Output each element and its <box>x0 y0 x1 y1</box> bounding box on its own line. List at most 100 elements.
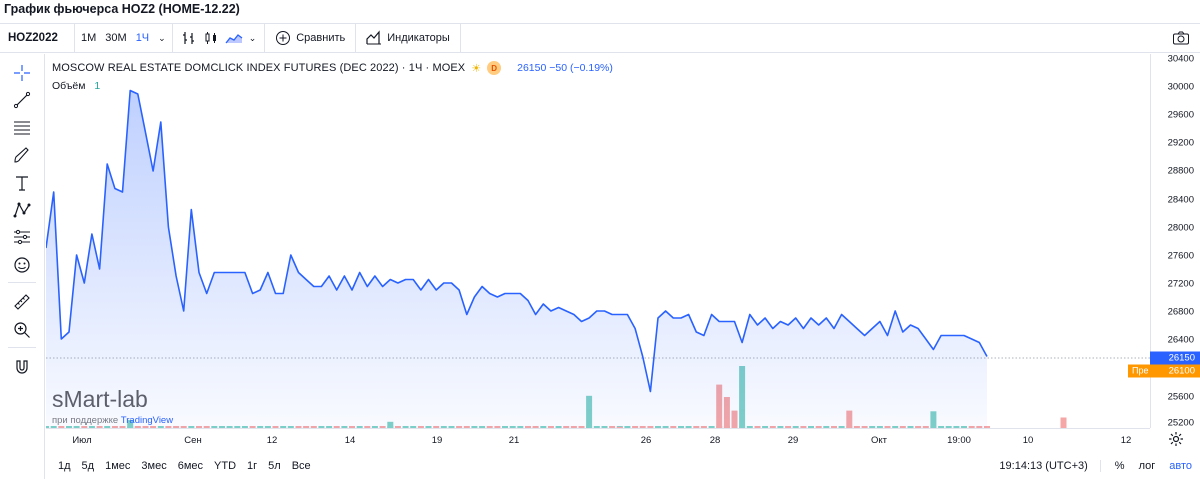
ruler-tool[interactable] <box>11 291 33 313</box>
price-tick: 26800 <box>1167 306 1194 318</box>
top-toolbar: HOZ2022 1M 30M 1Ч ⌄ ⌄ Сравнить Индикатор… <box>0 23 1200 53</box>
time-axis[interactable]: Июл Сен 12 14 19 21 26 28 29 Окт 19:00 1… <box>46 428 1150 450</box>
volume-label: Объём <box>52 80 86 92</box>
interval-1m-button[interactable]: 1M <box>81 32 97 44</box>
legend-price-text: 26150 −50 (−0.19%) <box>517 62 613 74</box>
delayed-badge[interactable]: D <box>487 61 502 75</box>
magnet-tool[interactable] <box>11 356 33 378</box>
interval-dropdown-icon[interactable]: ⌄ <box>158 32 166 43</box>
interval-group: 1M 30M 1Ч ⌄ <box>75 24 173 52</box>
range-1m-button[interactable]: 1мес <box>105 459 131 472</box>
range-6m-button[interactable]: 6мес <box>177 459 204 472</box>
tradingview-link[interactable]: TradingView <box>120 415 174 426</box>
crosshair-icon <box>14 65 30 81</box>
last-price-tag: 26150 <box>1150 351 1200 365</box>
crosshair-tool[interactable] <box>11 62 33 84</box>
pre-market-price-tag: 26100 <box>1150 364 1200 378</box>
symbol-search-button[interactable]: HOZ2022 <box>0 24 75 52</box>
price-tick: 28800 <box>1167 165 1194 177</box>
style-dropdown-icon[interactable]: ⌄ <box>248 32 257 43</box>
sun-icon: ☀ <box>471 62 482 75</box>
prediction-icon <box>14 229 30 245</box>
compare-label: Сравнить <box>296 32 346 44</box>
auto-scale-button[interactable]: авто <box>1169 459 1192 472</box>
time-tick: 14 <box>344 435 356 446</box>
camera-icon[interactable] <box>1172 30 1190 46</box>
price-tick: 25600 <box>1167 391 1194 403</box>
scale-controls: 19:14:13 (UTC+3) % лог авто <box>999 459 1192 472</box>
time-tick: Окт <box>870 435 888 446</box>
symbol-legend[interactable]: MOSCOW REAL ESTATE DOMCLICK INDEX FUTURE… <box>52 61 613 75</box>
time-tick: 29 <box>787 435 799 446</box>
indicators-button[interactable]: Индикаторы <box>356 24 461 52</box>
range-1d-button[interactable]: 1д <box>58 459 71 472</box>
zoom-tool[interactable] <box>11 319 33 341</box>
fib-tool[interactable] <box>11 116 33 138</box>
time-tick: 26 <box>640 435 652 446</box>
candles-style-icon[interactable] <box>203 30 219 46</box>
emoji-tool[interactable] <box>11 254 33 276</box>
chart-style-group: ⌄ <box>173 24 266 52</box>
indicators-label: Индикаторы <box>387 32 450 44</box>
legend-symbol-text: MOSCOW REAL ESTATE DOMCLICK INDEX FUTURE… <box>52 62 466 74</box>
page-title: График фьючерса HOZ2 (HOME-12.22) <box>4 2 240 16</box>
range-ytd-button[interactable]: YTD <box>214 459 237 472</box>
price-area-fill <box>46 90 987 428</box>
price-chart[interactable] <box>46 54 1150 428</box>
price-tick: 27600 <box>1167 250 1194 262</box>
range-5y-button[interactable]: 5л <box>268 459 281 472</box>
time-tick: Июл <box>72 435 92 446</box>
price-tick: 30400 <box>1167 53 1194 65</box>
range-3m-button[interactable]: 3мес <box>141 459 167 472</box>
text-icon <box>16 176 28 191</box>
bottom-toolbar: 1д 5д 1мес 3мес 6мес YTD 1г 5л Все 19:14… <box>46 452 1200 479</box>
drawing-toolbar <box>0 54 45 479</box>
pattern-icon <box>13 202 31 218</box>
time-tick: 28 <box>709 435 721 446</box>
watermark-logo: sMart-lab <box>52 386 148 412</box>
volume-value: 1 <box>94 80 101 92</box>
time-tick: Сен <box>184 435 202 446</box>
price-tick: 25200 <box>1167 417 1194 429</box>
time-tick: 10 <box>1022 435 1034 446</box>
trend-line-icon <box>13 91 31 109</box>
interval-30m-button[interactable]: 30M <box>105 32 127 44</box>
time-tick: 12 <box>266 435 278 446</box>
price-tick: 28400 <box>1167 194 1194 206</box>
range-1y-button[interactable]: 1г <box>247 459 258 472</box>
brush-icon <box>14 147 29 163</box>
brush-tool[interactable] <box>11 144 33 166</box>
time-tick: 21 <box>508 435 520 446</box>
date-range-group: 1д 5д 1мес 3мес 6мес YTD 1г 5л Все <box>46 460 311 472</box>
price-tick: 26400 <box>1167 334 1194 346</box>
prediction-tool[interactable] <box>11 226 33 248</box>
price-tick: 30000 <box>1167 81 1194 93</box>
price-tick: 29600 <box>1167 109 1194 121</box>
gear-icon[interactable] <box>1168 431 1184 447</box>
watermark-prefix: при поддержке <box>52 415 121 426</box>
range-all-button[interactable]: Все <box>291 459 311 472</box>
volume-bar <box>1060 417 1067 428</box>
text-tool[interactable] <box>11 172 33 194</box>
price-tick: 29200 <box>1167 137 1194 149</box>
area-style-icon[interactable] <box>225 30 243 46</box>
price-tick: 28000 <box>1167 222 1194 234</box>
timezone-button[interactable]: 19:14:13 (UTC+3) <box>999 459 1101 472</box>
trend-line-tool[interactable] <box>11 89 33 111</box>
chart-pane[interactable]: MOSCOW REAL ESTATE DOMCLICK INDEX FUTURE… <box>46 54 1150 428</box>
volume-legend[interactable]: Объём 1 <box>52 80 100 92</box>
smiley-icon <box>14 257 30 273</box>
compare-button[interactable]: Сравнить <box>265 24 357 52</box>
price-line <box>46 89 988 393</box>
time-tick: 19:00 <box>947 435 971 446</box>
pattern-tool[interactable] <box>11 199 33 221</box>
price-tick: 27200 <box>1167 278 1194 290</box>
range-5d-button[interactable]: 5д <box>81 459 95 472</box>
price-axis[interactable]: 30400 30000 29600 29200 28800 28400 2800… <box>1150 53 1200 429</box>
percent-scale-button[interactable]: % <box>1114 459 1125 472</box>
zoom-in-icon <box>14 322 30 338</box>
bars-style-icon[interactable] <box>181 30 197 46</box>
ruler-icon <box>14 294 30 310</box>
log-scale-button[interactable]: лог <box>1138 459 1156 472</box>
interval-1h-button[interactable]: 1Ч <box>135 32 150 44</box>
